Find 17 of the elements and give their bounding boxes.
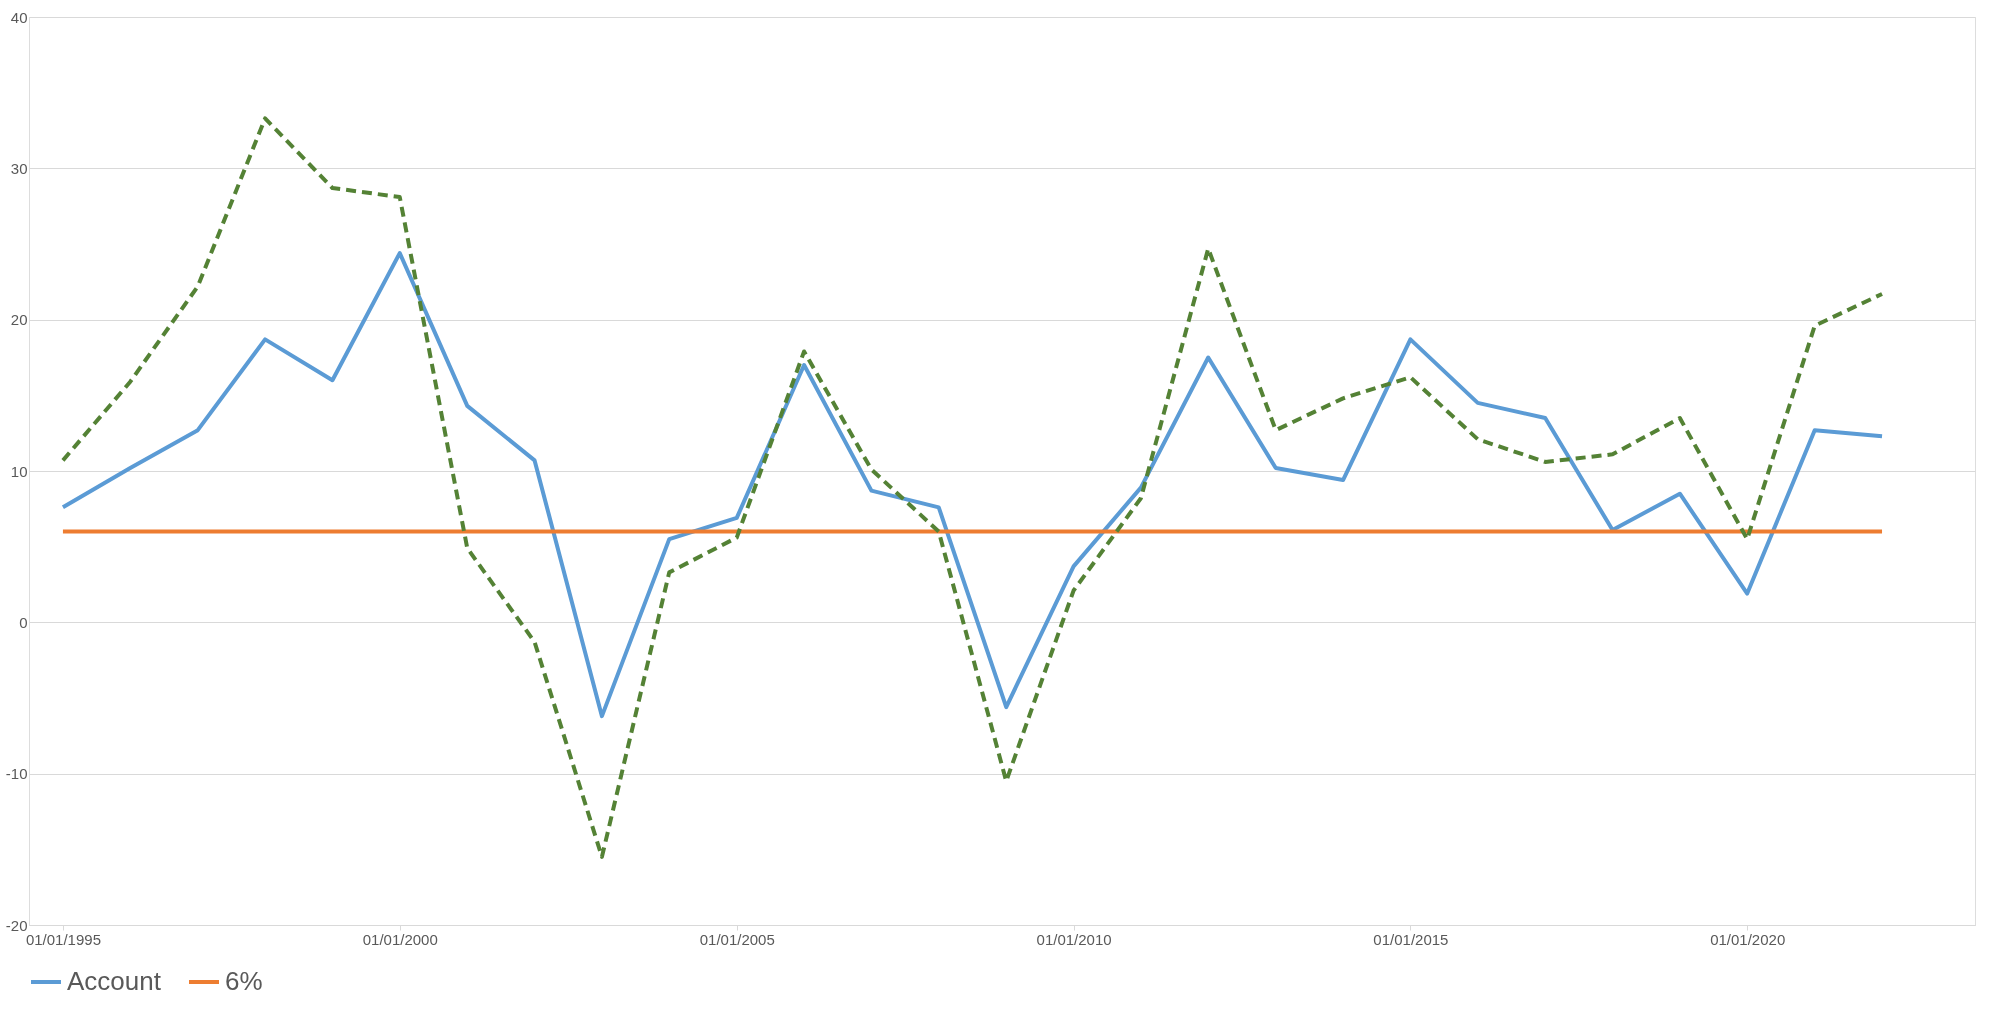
line-series (60, 251, 1885, 719)
y-tick-label: 40 (10, 8, 28, 26)
x-tick-label: 01/01/2000 (362, 930, 438, 948)
y-tick-label: -10 (5, 765, 28, 783)
x-tick-label: 01/01/2005 (699, 930, 775, 948)
x-tick-label: 01/01/2020 (1710, 930, 1786, 948)
x-tick-label: 01/01/1995 (25, 930, 101, 948)
y-tick-label: 0 (19, 613, 28, 631)
y-tick-label: 20 (10, 311, 28, 329)
legend-label: 6% (225, 966, 263, 996)
x-tick-label: 01/01/2015 (1373, 930, 1449, 948)
y-tick-label: 10 (10, 462, 28, 480)
legend-label: Account (67, 966, 162, 996)
line-series (60, 116, 1885, 859)
x-tick-label: 01/01/2010 (1036, 930, 1112, 948)
y-tick-label: -20 (5, 916, 28, 934)
y-tick-label: 30 (10, 159, 28, 177)
